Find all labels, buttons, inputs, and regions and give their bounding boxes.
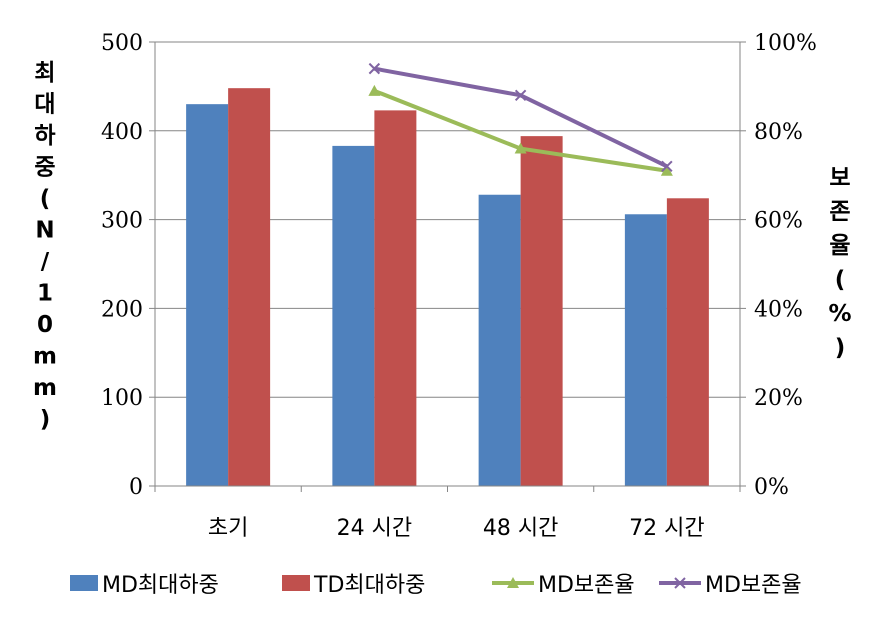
legend-swatch xyxy=(282,575,310,591)
right-axis-title-char: ) xyxy=(835,335,846,361)
left-tick-label: 300 xyxy=(101,209,143,234)
legend: MD최대하중 TD최대하중 MD보존율 MD보존율 xyxy=(70,573,802,598)
right-axis-title-char: 율 xyxy=(829,233,850,259)
left-axis-title-char: m xyxy=(33,375,57,401)
left-axis-title-char: 1 xyxy=(37,281,53,307)
legend-marker xyxy=(507,577,519,588)
left-axis-title: 최대하중 ( N / 1 0 mm) xyxy=(33,60,57,433)
bars xyxy=(186,88,709,487)
right-axis-title-char: 보 xyxy=(829,165,850,191)
bar-td xyxy=(374,110,417,486)
right-axis-title: 보존율 (%) xyxy=(828,165,851,361)
left-axis-title-char: N xyxy=(35,218,54,244)
category-labels: 초기 24 시간 48 시간 72 시간 xyxy=(208,516,705,541)
right-tick-label: 20% xyxy=(754,386,803,411)
left-tick-label: 100 xyxy=(101,386,143,411)
axes xyxy=(154,42,741,492)
right-axis-ticks: 0% 20% 40% 60% 80% 100% xyxy=(740,31,817,500)
legend-marker xyxy=(674,577,686,589)
left-tick-label: 200 xyxy=(101,297,143,322)
legend-label: MD보존율 xyxy=(538,573,635,598)
bar-md xyxy=(624,214,667,486)
point-md-retention-purple xyxy=(661,160,673,173)
line-series xyxy=(368,62,673,176)
left-axis-title-char: ( xyxy=(40,186,51,212)
left-axis-title-char: / xyxy=(41,249,50,275)
left-axis-ticks: 0 100 200 300 400 500 xyxy=(101,31,155,500)
category-label: 초기 xyxy=(208,516,248,541)
right-tick-label: 0% xyxy=(754,475,789,500)
legend-label: TD최대하중 xyxy=(313,573,425,598)
category-label: 48 시간 xyxy=(483,516,558,541)
right-axis-title-char: % xyxy=(828,301,851,327)
left-tick-label: 500 xyxy=(101,31,143,56)
left-axis-title-char: 하 xyxy=(34,123,55,149)
left-axis-title-char: 0 xyxy=(37,312,53,338)
legend-label: MD최대하중 xyxy=(102,573,219,598)
category-label: 72 시간 xyxy=(629,516,704,541)
category-label: 24 시간 xyxy=(337,516,412,541)
right-tick-label: 80% xyxy=(754,120,803,145)
left-tick-label: 0 xyxy=(129,475,143,500)
point-md-retention-green xyxy=(368,84,381,96)
point-md-retention-purple xyxy=(368,62,381,75)
left-axis-title-char: 최 xyxy=(34,60,55,86)
point-md-retention-green xyxy=(660,164,673,176)
point-md-retention-purple xyxy=(514,89,527,101)
right-tick-label: 60% xyxy=(754,209,803,234)
left-axis-title-char: 중 xyxy=(34,155,55,181)
right-tick-label: 40% xyxy=(754,297,803,322)
right-axis-title-char: ( xyxy=(835,267,846,293)
left-axis-title-char: ) xyxy=(40,407,51,433)
legend-label: MD보존율 xyxy=(705,573,802,598)
bar-md xyxy=(186,104,229,486)
bar-md xyxy=(478,194,521,486)
legend-swatch xyxy=(70,575,98,591)
point-md-retention-green xyxy=(514,142,527,154)
left-axis-title-char: m xyxy=(33,344,57,370)
right-axis-title-char: 존 xyxy=(829,199,850,225)
left-axis-title-char: 대 xyxy=(34,92,55,118)
bar-td xyxy=(520,136,563,487)
left-tick-label: 400 xyxy=(101,120,143,145)
right-tick-label: 100% xyxy=(754,31,817,56)
bar-td xyxy=(666,198,709,486)
bar-td xyxy=(228,88,271,487)
bar-md xyxy=(332,145,375,486)
